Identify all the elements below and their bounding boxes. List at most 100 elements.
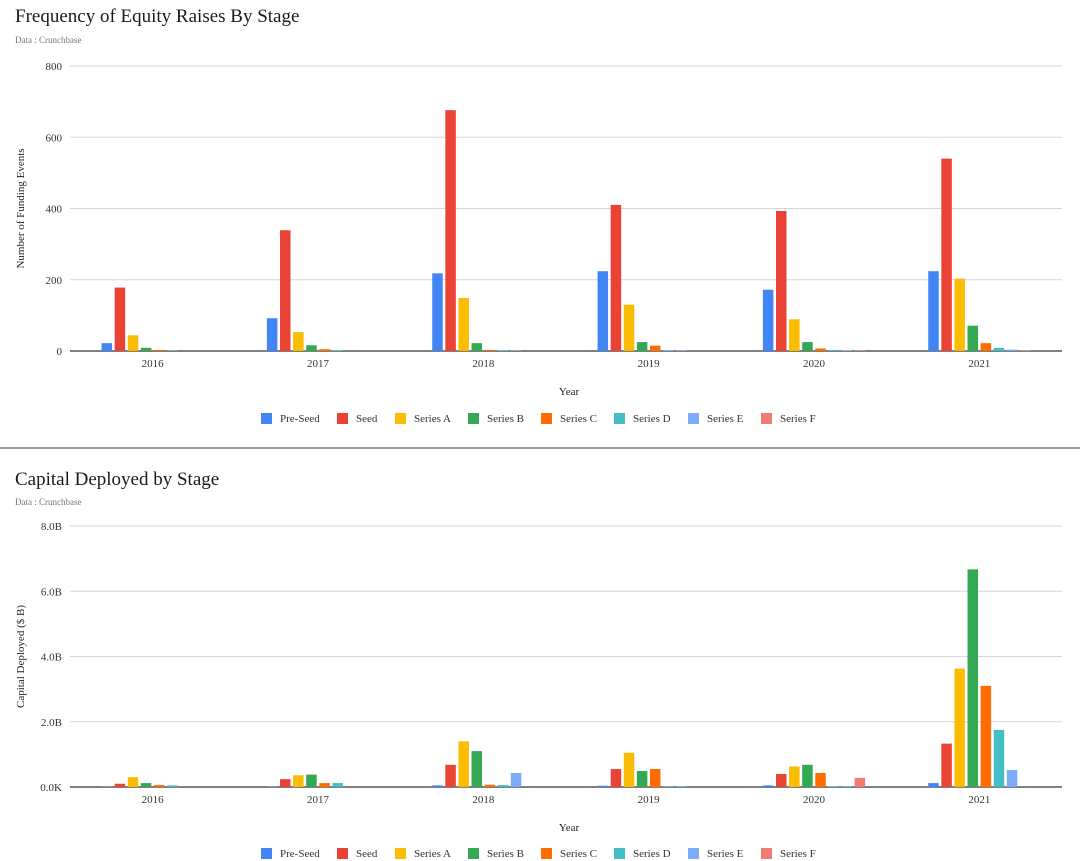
bar-pre-seed-2018	[432, 273, 443, 351]
legend-entry: Series D	[633, 848, 671, 860]
bar-seed-2018	[445, 110, 456, 351]
chart-title: Frequency of Equity Raises By Stage	[15, 6, 300, 27]
x-tick-label: 2021	[968, 794, 990, 806]
bar-seed-2020	[776, 210, 787, 351]
bar-series-a-2016	[127, 777, 139, 787]
legend-entry: Seed	[356, 848, 378, 860]
legend-swatch	[468, 848, 479, 859]
bar-series-d-2016	[167, 785, 178, 787]
bar-series-e-2020	[841, 350, 852, 351]
x-tick-label: 2020	[803, 794, 826, 806]
legend-entry: Series C	[560, 413, 597, 425]
bar-pre-seed-2020	[762, 785, 774, 787]
bar-series-b-2021	[967, 569, 979, 787]
bar-series-a-2016	[127, 335, 139, 351]
y-tick-label: 2.0B	[41, 717, 62, 729]
bar-series-c-2017	[319, 783, 330, 787]
bar-series-d-2021	[993, 347, 1005, 351]
x-axis-label: Year	[559, 386, 580, 398]
bar-series-b-2019	[636, 771, 648, 787]
bar-series-c-2016	[153, 785, 165, 787]
legend-entry: Series E	[707, 413, 744, 425]
bar-series-b-2016	[140, 783, 152, 787]
y-tick-label: 800	[46, 61, 63, 73]
bar-series-c-2021	[980, 685, 992, 787]
x-tick-label: 2019	[638, 358, 661, 370]
chart-subtitle: Data : Crunchbase	[15, 497, 82, 507]
bar-series-d-2020	[828, 349, 839, 351]
y-tick-label: 600	[46, 132, 63, 144]
bar-series-a-2017	[293, 332, 304, 351]
bar-series-b-2016	[140, 347, 152, 351]
bar-series-c-2020	[815, 772, 826, 787]
bar-series-c-2017	[319, 349, 330, 351]
legend-swatch	[614, 848, 625, 859]
legend-swatch	[688, 848, 699, 859]
legend-swatch	[761, 413, 772, 424]
bar-seed-2021	[941, 743, 952, 787]
y-tick-label: 8.0B	[41, 521, 62, 533]
y-tick-label: 0	[57, 346, 63, 358]
y-tick-label: 4.0B	[41, 652, 62, 664]
bar-series-b-2021	[967, 325, 979, 351]
bar-seed-2021	[941, 158, 952, 351]
legend-swatch	[541, 848, 552, 859]
bar-pre-seed-2019	[597, 271, 609, 351]
bar-series-b-2018	[471, 343, 483, 351]
bar-pre-seed-2021	[928, 271, 939, 351]
bar-series-c-2018	[484, 784, 496, 787]
bar-seed-2019	[610, 204, 622, 351]
legend-swatch	[761, 848, 772, 859]
bar-series-c-2021	[980, 343, 992, 351]
bar-pre-seed-2018	[432, 785, 443, 787]
x-tick-label: 2016	[142, 358, 165, 370]
legend-entry: Seed	[356, 413, 378, 425]
bar-series-e-2021	[1006, 770, 1018, 787]
bar-series-b-2017	[306, 774, 317, 787]
bar-pre-seed-2021	[928, 783, 939, 787]
bar-series-c-2019	[649, 345, 661, 351]
panel-divider	[0, 447, 1080, 449]
legend-swatch	[261, 413, 272, 424]
legend-entry: Series E	[707, 848, 744, 860]
chart-panel-capital: Capital Deployed by Stage Data : Crunchb…	[0, 449, 1080, 861]
bar-series-d-2017	[332, 783, 343, 787]
y-tick-label: 0.0K	[40, 782, 62, 794]
legend-entry: Series F	[780, 413, 816, 425]
chart-capital-svg: 0.0K 2.0B 4.0B 6.0B 8.0B 2016 2017 2018 2019 2020…	[15, 521, 1062, 860]
bar-series-c-2016	[153, 349, 165, 351]
bar-series-b-2020	[802, 342, 813, 351]
legend-swatch	[395, 848, 406, 859]
bar-seed-2019	[610, 769, 622, 787]
bar-series-a-2020	[789, 319, 800, 351]
x-tick-label: 2018	[472, 794, 495, 806]
legend-entry: Pre-Seed	[280, 413, 320, 425]
bar-series-b-2018	[471, 751, 483, 787]
bar-series-c-2020	[815, 348, 826, 351]
bar-series-b-2017	[306, 345, 317, 351]
bar-pre-seed-2016	[101, 343, 113, 351]
y-tick-label: 6.0B	[41, 586, 62, 598]
legend-swatch	[261, 848, 272, 859]
bar-series-e-2021	[1006, 349, 1018, 351]
bar-series-a-2020	[789, 766, 800, 787]
bar-series-a-2018	[458, 297, 469, 351]
bar-series-a-2017	[293, 775, 304, 787]
y-tick-label: 200	[46, 275, 63, 287]
legend-entry: Series B	[487, 848, 524, 860]
bar-series-a-2021	[954, 278, 965, 351]
bar-series-f-2020	[854, 777, 866, 787]
legend-entry: Series B	[487, 413, 524, 425]
bar-series-d-2018	[497, 350, 509, 351]
bar-series-c-2018	[484, 349, 496, 351]
legend-swatch	[337, 848, 348, 859]
legend-swatch	[614, 413, 625, 424]
bar-series-d-2020	[828, 786, 839, 787]
chart-title: Capital Deployed by Stage	[15, 469, 220, 490]
legend-entry: Series A	[414, 848, 451, 860]
bar-series-a-2021	[954, 668, 965, 787]
bar-series-d-2018	[497, 785, 509, 787]
legend-swatch	[688, 413, 699, 424]
legend-swatch	[468, 413, 479, 424]
legend-swatch	[541, 413, 552, 424]
